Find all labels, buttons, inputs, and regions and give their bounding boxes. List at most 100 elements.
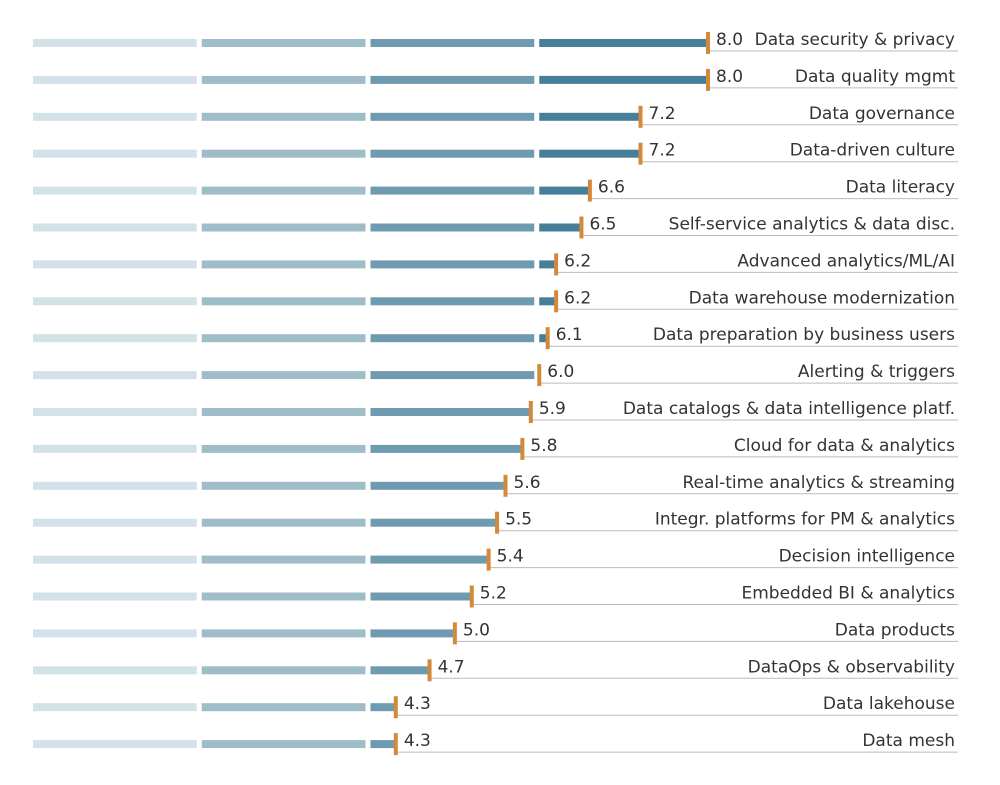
bar-segment xyxy=(33,444,197,453)
value-marker xyxy=(545,327,550,350)
bar-segment xyxy=(201,112,366,121)
bar-segment xyxy=(539,112,641,121)
bar-segment xyxy=(539,260,557,269)
bar-segment xyxy=(539,39,708,47)
bar-segment xyxy=(201,666,366,675)
bar-segment xyxy=(201,149,366,158)
value-label: 5.0 xyxy=(463,620,490,640)
category-label: Alerting & triggers xyxy=(798,362,955,382)
category-label: Data catalogs & data intelligence platf. xyxy=(623,399,955,419)
category-label: Real-time analytics & streaming xyxy=(682,473,955,493)
bar-segment xyxy=(370,703,396,712)
bar-segment xyxy=(201,629,366,638)
value-marker xyxy=(393,696,398,719)
value-label: 8.0 xyxy=(716,30,743,50)
bar-segment xyxy=(33,186,197,195)
bar-segment xyxy=(539,334,548,343)
bar-segment xyxy=(201,481,366,490)
bar-segment xyxy=(201,555,366,564)
bar-segment xyxy=(33,481,197,490)
value-label: 6.0 xyxy=(547,362,574,382)
bar-segment xyxy=(370,555,489,564)
bar-segment xyxy=(201,186,366,195)
bar-segment xyxy=(33,75,197,84)
category-label: Advanced analytics/ML/AI xyxy=(737,251,955,271)
bar-segment xyxy=(370,481,506,490)
bar-segment xyxy=(539,297,557,306)
category-label: Data mesh xyxy=(862,731,955,751)
bar-segment xyxy=(370,666,430,675)
bar-segment xyxy=(33,666,197,675)
bar-segment xyxy=(201,592,366,601)
value-marker xyxy=(554,290,559,313)
bar-segment xyxy=(539,186,590,195)
value-label: 5.8 xyxy=(530,436,557,456)
category-label: Data lakehouse xyxy=(823,694,955,714)
category-label: Data products xyxy=(835,620,955,640)
value-label: 4.3 xyxy=(404,694,431,714)
category-label: Data warehouse modernization xyxy=(689,288,955,308)
bar-segment xyxy=(33,518,197,527)
bar-segment xyxy=(370,629,455,638)
value-marker xyxy=(486,548,491,571)
value-label: 5.9 xyxy=(539,399,566,419)
category-label: Data quality mgmt xyxy=(795,67,955,87)
bar-segment xyxy=(201,408,366,416)
bar-segment xyxy=(33,297,197,306)
bar-segment xyxy=(370,334,535,343)
bar-segment xyxy=(201,39,366,47)
value-marker xyxy=(495,511,500,534)
bar-segment xyxy=(370,39,535,47)
value-label: 6.5 xyxy=(589,215,616,235)
category-label: Data preparation by business users xyxy=(653,325,955,345)
value-marker xyxy=(579,216,584,239)
category-label: Embedded BI & analytics xyxy=(741,584,955,604)
value-label: 7.2 xyxy=(649,141,676,161)
bar-segment xyxy=(201,223,366,232)
bar-segment xyxy=(33,334,197,343)
bar-segment xyxy=(33,740,197,749)
bar-segment xyxy=(539,149,641,158)
bar-segment xyxy=(33,408,197,416)
bar-segment xyxy=(33,703,197,712)
bar-segment xyxy=(370,740,396,749)
bar-segment xyxy=(33,260,197,269)
bar-segment xyxy=(370,518,498,527)
bar-segment xyxy=(201,260,366,269)
bar-segment xyxy=(370,444,523,453)
value-marker xyxy=(520,437,525,460)
bar-segment xyxy=(33,149,197,158)
bar-segment xyxy=(370,260,535,269)
bar-segment xyxy=(201,740,366,749)
bar-segment xyxy=(370,223,535,232)
value-marker xyxy=(706,32,710,54)
category-label: Decision intelligence xyxy=(779,547,955,567)
value-label: 8.0 xyxy=(716,67,743,87)
bar-segment xyxy=(33,555,197,564)
bar-segment xyxy=(201,297,366,306)
value-label: 5.4 xyxy=(497,547,524,567)
bar-segment xyxy=(370,592,472,601)
bar-segment xyxy=(33,371,197,380)
bar-segment xyxy=(539,75,708,84)
value-label: 7.2 xyxy=(649,104,676,124)
category-label: Data-driven culture xyxy=(790,141,955,161)
value-label: 4.7 xyxy=(438,657,465,677)
value-label: 6.2 xyxy=(564,251,591,271)
bar-segment xyxy=(201,334,366,343)
bar-segment xyxy=(33,39,197,47)
bar-segment xyxy=(33,223,197,232)
bar-segment xyxy=(33,112,197,121)
category-label: Self-service analytics & data disc. xyxy=(669,215,955,235)
bar-segment xyxy=(370,408,531,416)
bar-segment xyxy=(201,75,366,84)
value-marker xyxy=(554,253,559,276)
value-marker xyxy=(469,585,474,608)
value-label: 4.3 xyxy=(404,731,431,751)
value-label: 6.6 xyxy=(598,178,625,198)
bar-segment xyxy=(539,223,582,232)
bar-segment xyxy=(201,703,366,712)
value-marker xyxy=(528,401,533,423)
bar-segment xyxy=(33,592,197,601)
